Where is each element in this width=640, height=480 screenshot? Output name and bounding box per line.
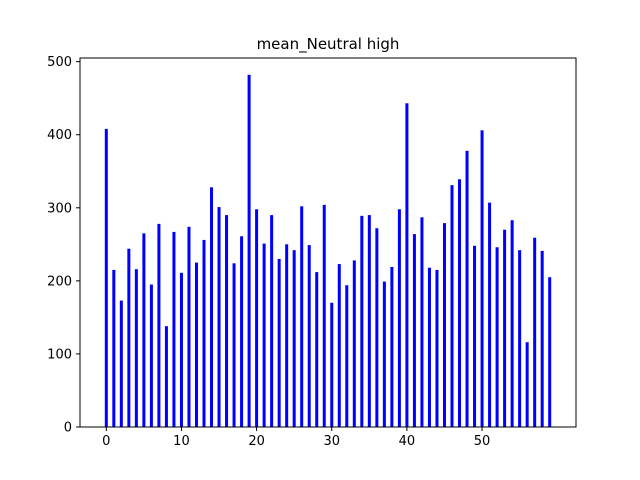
bar-2: [119, 300, 123, 427]
bar-10: [179, 272, 183, 427]
bar-4: [134, 269, 138, 427]
bar-24: [285, 244, 289, 427]
bar-28: [315, 272, 319, 427]
bar-48: [465, 150, 469, 428]
bar-59: [548, 277, 552, 427]
y-tick-label-0: 0: [64, 421, 72, 436]
bar-35: [367, 215, 371, 427]
bar-53: [503, 229, 507, 427]
bars-layer: [104, 74, 552, 428]
bar-15: [217, 207, 221, 427]
bar-23: [277, 258, 281, 427]
bar-11: [187, 226, 191, 427]
chart-title: mean_Neutral high: [257, 35, 400, 54]
plot-frame: [79, 57, 577, 428]
bar-44: [435, 269, 439, 427]
bar-32: [345, 285, 349, 427]
bar-47: [458, 179, 462, 427]
y-tick-label-400: 400: [47, 128, 72, 143]
bar-25: [292, 250, 296, 427]
bar-30: [330, 302, 334, 427]
bar-45: [442, 223, 446, 427]
y-tick-label-300: 300: [47, 201, 72, 216]
bar-34: [360, 215, 364, 427]
bar-43: [427, 267, 431, 427]
x-tick-label-50: 50: [474, 434, 491, 449]
bar-41: [412, 234, 416, 427]
bar-17: [232, 263, 236, 427]
bar-12: [194, 262, 198, 427]
bar-51: [488, 202, 492, 427]
bar-8: [164, 326, 168, 427]
bar-40: [405, 103, 409, 428]
bar-42: [420, 217, 424, 427]
bar-31: [337, 264, 341, 427]
bar-33: [352, 260, 356, 427]
bar-37: [382, 281, 386, 427]
bar-57: [533, 237, 537, 427]
bar-54: [510, 220, 514, 427]
bar-5: [142, 233, 146, 427]
x-tick-label-10: 10: [173, 434, 190, 449]
x-tick-label-20: 20: [248, 434, 265, 449]
bar-19: [247, 74, 251, 427]
bar-3: [127, 248, 131, 427]
bar-58: [540, 250, 544, 427]
bar-6: [149, 284, 153, 427]
bar-9: [172, 231, 176, 427]
y-tick-label-500: 500: [47, 55, 72, 70]
x-tick-label-40: 40: [399, 434, 416, 449]
bar-18: [240, 236, 244, 427]
bar-38: [390, 266, 394, 427]
x-tick-label-30: 30: [323, 434, 340, 449]
bar-14: [210, 187, 214, 427]
bar-39: [397, 209, 401, 427]
bar-16: [225, 215, 229, 427]
bar-7: [157, 223, 161, 427]
bar-29: [322, 204, 326, 427]
y-tick-label-200: 200: [47, 274, 72, 289]
bar-52: [495, 247, 499, 427]
bar-22: [270, 215, 274, 427]
x-tick-label-0: 0: [102, 434, 110, 449]
bar-36: [375, 228, 379, 427]
bar-56: [525, 342, 529, 427]
bar-50: [480, 130, 484, 427]
bar-13: [202, 239, 206, 427]
y-tick-label-100: 100: [47, 347, 72, 362]
bar-0: [104, 128, 108, 427]
bar-20: [255, 209, 259, 427]
bar-1: [112, 269, 116, 427]
bar-46: [450, 185, 454, 427]
bar-55: [518, 250, 522, 427]
bar-27: [307, 245, 311, 427]
bar-21: [262, 243, 266, 427]
bar-49: [473, 245, 477, 427]
bar-26: [300, 206, 304, 427]
